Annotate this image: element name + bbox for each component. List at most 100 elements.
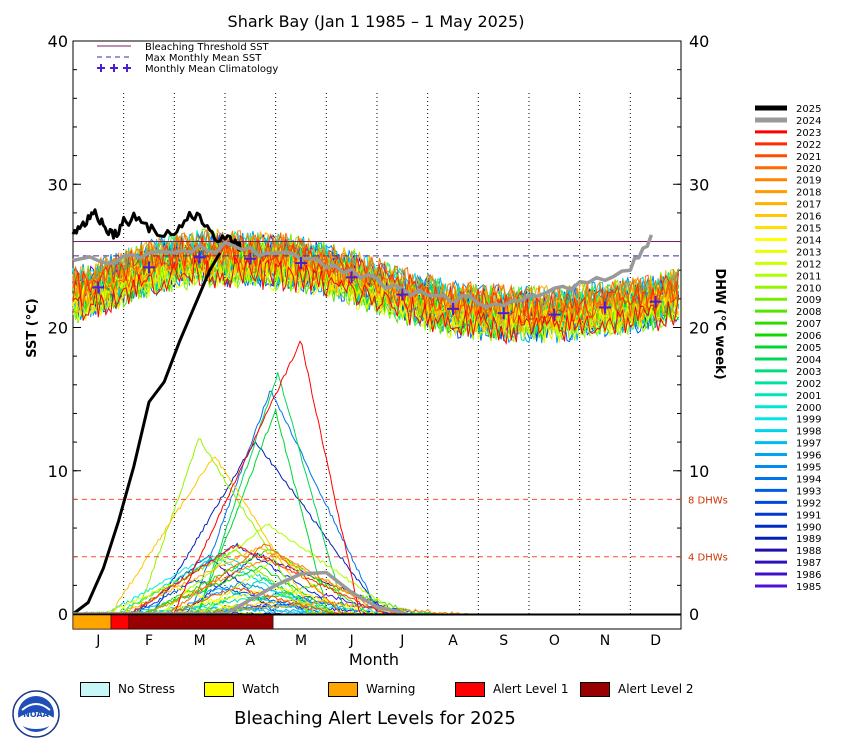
year-legend-label: 2001 [796,391,821,402]
dhw-trace-2016 [82,456,329,615]
climatology-marker [295,257,307,270]
year-legend-label: 2022 [796,140,821,151]
month-label: A [448,633,458,649]
alert-legend-no-stress: No Stress [80,680,175,698]
no-stress-swatch [80,681,110,697]
year-legend-label: 2006 [796,331,821,342]
sst-trace-2020 [72,231,679,314]
year-legend-label: 1992 [796,498,821,509]
y-tick-label-right: 0 [689,605,699,624]
no-stress-label: No Stress [118,682,176,696]
watch-label: Watch [242,682,280,696]
alert-level-2-label: Alert Level 2 [618,682,694,696]
alert-level-2-swatch [580,681,610,697]
month-label: M [295,633,307,649]
year-legend-label: 1990 [796,522,821,533]
alert-legend-level2: Alert Level 2 [580,680,694,698]
year-legend-label: 1999 [796,415,821,426]
alert-level-legend: No Stress Watch Warning Alert Level 1 Al… [0,680,850,700]
x-axis-label: Month [349,650,399,669]
noaa-logo-icon: NOAA [12,690,60,738]
dhw-trace-1999 [83,553,331,615]
y-tick-label-left: 20 [48,319,68,338]
climatology-marker [345,271,358,284]
year-legend-label: 1998 [796,427,821,438]
year-legend-label: 1994 [796,474,821,485]
svg-text:NOAA: NOAA [23,710,49,719]
climatology-marker [497,307,510,320]
alert-level-1-label: Alert Level 1 [493,682,569,696]
dhw-reference-label: 4 DHWs [688,553,728,564]
alert-level-1-swatch [455,681,485,697]
y-tick-label-left: 10 [48,462,68,481]
dhw-trace-1994 [82,390,394,615]
alert-legend-watch: Watch [204,680,279,698]
chart-title: Shark Bay (Jan 1 1985 – 1 May 2025) [228,12,525,31]
year-legend-label: 2011 [796,271,821,282]
dhw-trace-2010 [83,438,323,615]
year-legend-label: 2005 [796,343,821,354]
series-2025-sst [71,208,243,252]
year-legend-label: 1987 [796,558,821,569]
dhw-trace-2009 [82,549,325,615]
year-legend-label: 2002 [796,379,821,390]
year-legend-label: 1989 [796,534,821,545]
climatology-marker [447,302,459,315]
y-axis-label-right: DHW (°C week) [712,268,727,379]
year-legend-label: 2021 [796,152,821,163]
footer-title: Bleaching Alert Levels for 2025 [234,708,516,729]
y-tick-label-right: 40 [689,32,709,51]
alert-legend-level1: Alert Level 1 [455,680,569,698]
year-legend-label: 2000 [796,403,821,414]
month-label: A [246,633,256,649]
climatology-marker [649,295,662,308]
series-2024-sst [72,234,654,309]
warning-swatch [328,681,358,697]
year-legend-label: 2010 [796,283,821,294]
year-legend-label: 2024 [796,116,821,127]
year-legend-label: 1985 [796,582,821,593]
alert-segment [72,614,112,630]
sst-trace-2023 [72,256,679,345]
y-tick-label-right: 20 [689,319,709,338]
month-label: S [499,633,508,649]
year-legend-label: 2004 [796,355,821,366]
year-legend-label: 2020 [796,164,821,175]
alert-segment [128,614,274,630]
month-label: J [95,633,100,649]
alert-legend-warning: Warning [328,680,415,698]
month-label: N [600,633,610,649]
year-legend-label: 2014 [796,235,821,246]
year-legend-label: 2003 [796,367,821,378]
year-legend-label: 2019 [796,176,821,187]
dhw-trace-2022 [82,544,400,615]
legend-label: Monthly Mean Climatology [145,64,278,75]
climatology-marker [193,251,206,264]
month-label: O [549,633,560,649]
legend-label: Bleaching Threshold SST [145,42,270,53]
year-legend-label: 2009 [796,295,821,306]
month-label: F [145,633,153,649]
year-legend: 2025202420232022202120202019201820172016… [755,104,821,593]
year-legend-label: 2007 [796,319,821,330]
sst-trace-2021 [72,242,679,329]
y-tick-label-right: 30 [689,175,709,194]
month-label: M [194,633,206,649]
y-tick-label-left: 40 [48,32,68,51]
year-legend-label: 1995 [796,463,821,474]
climatology-marker [244,252,257,265]
series-2025-dhw [72,252,222,616]
year-legend-label: 2008 [796,307,821,318]
year-legend-label: 1988 [796,546,821,557]
year-legend-label: 2016 [796,212,821,223]
year-legend-label: 1991 [796,510,821,521]
warning-label: Warning [366,682,416,696]
month-label: J [399,633,404,649]
y-axis-label-left: SST (°C) [25,298,40,357]
dhw-reference-label: 8 DHWs [688,495,728,506]
climatology-marker [92,281,105,294]
year-legend-label: 2012 [796,259,821,270]
